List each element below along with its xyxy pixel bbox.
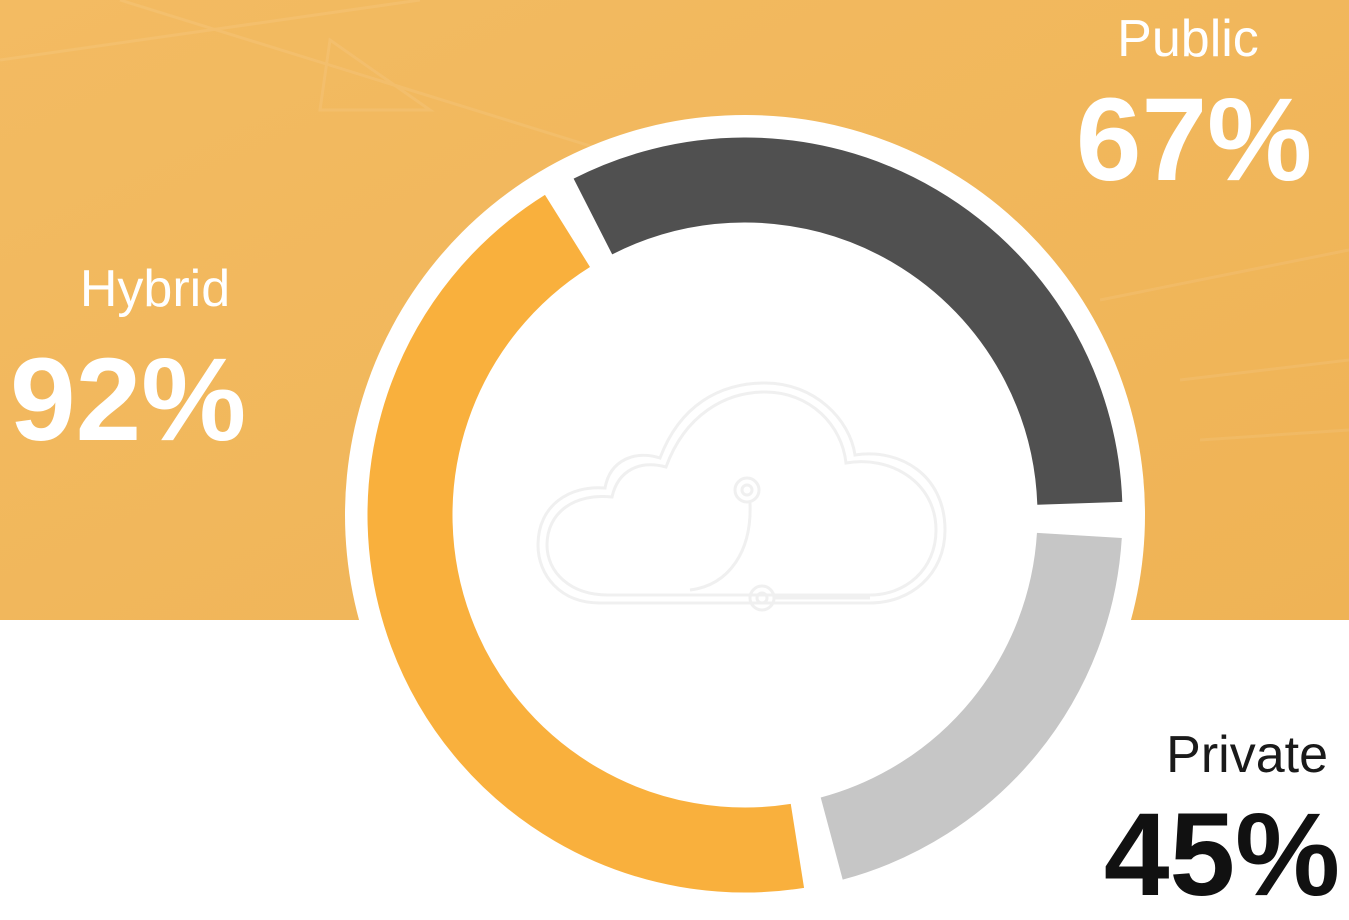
donut-backdrop xyxy=(345,115,1145,915)
hybrid-value: 92% xyxy=(10,334,246,466)
public-value: 67% xyxy=(1076,74,1312,206)
hybrid-label: Hybrid xyxy=(80,260,230,318)
infographic: Public 67% Hybrid 92% Private 45% xyxy=(0,0,1349,920)
page: Public 67% Hybrid 92% Private 45% (() =>… xyxy=(0,0,1349,920)
private-label: Private xyxy=(1166,726,1328,784)
public-label: Public xyxy=(1117,10,1259,68)
private-value: 45% xyxy=(1104,789,1340,920)
